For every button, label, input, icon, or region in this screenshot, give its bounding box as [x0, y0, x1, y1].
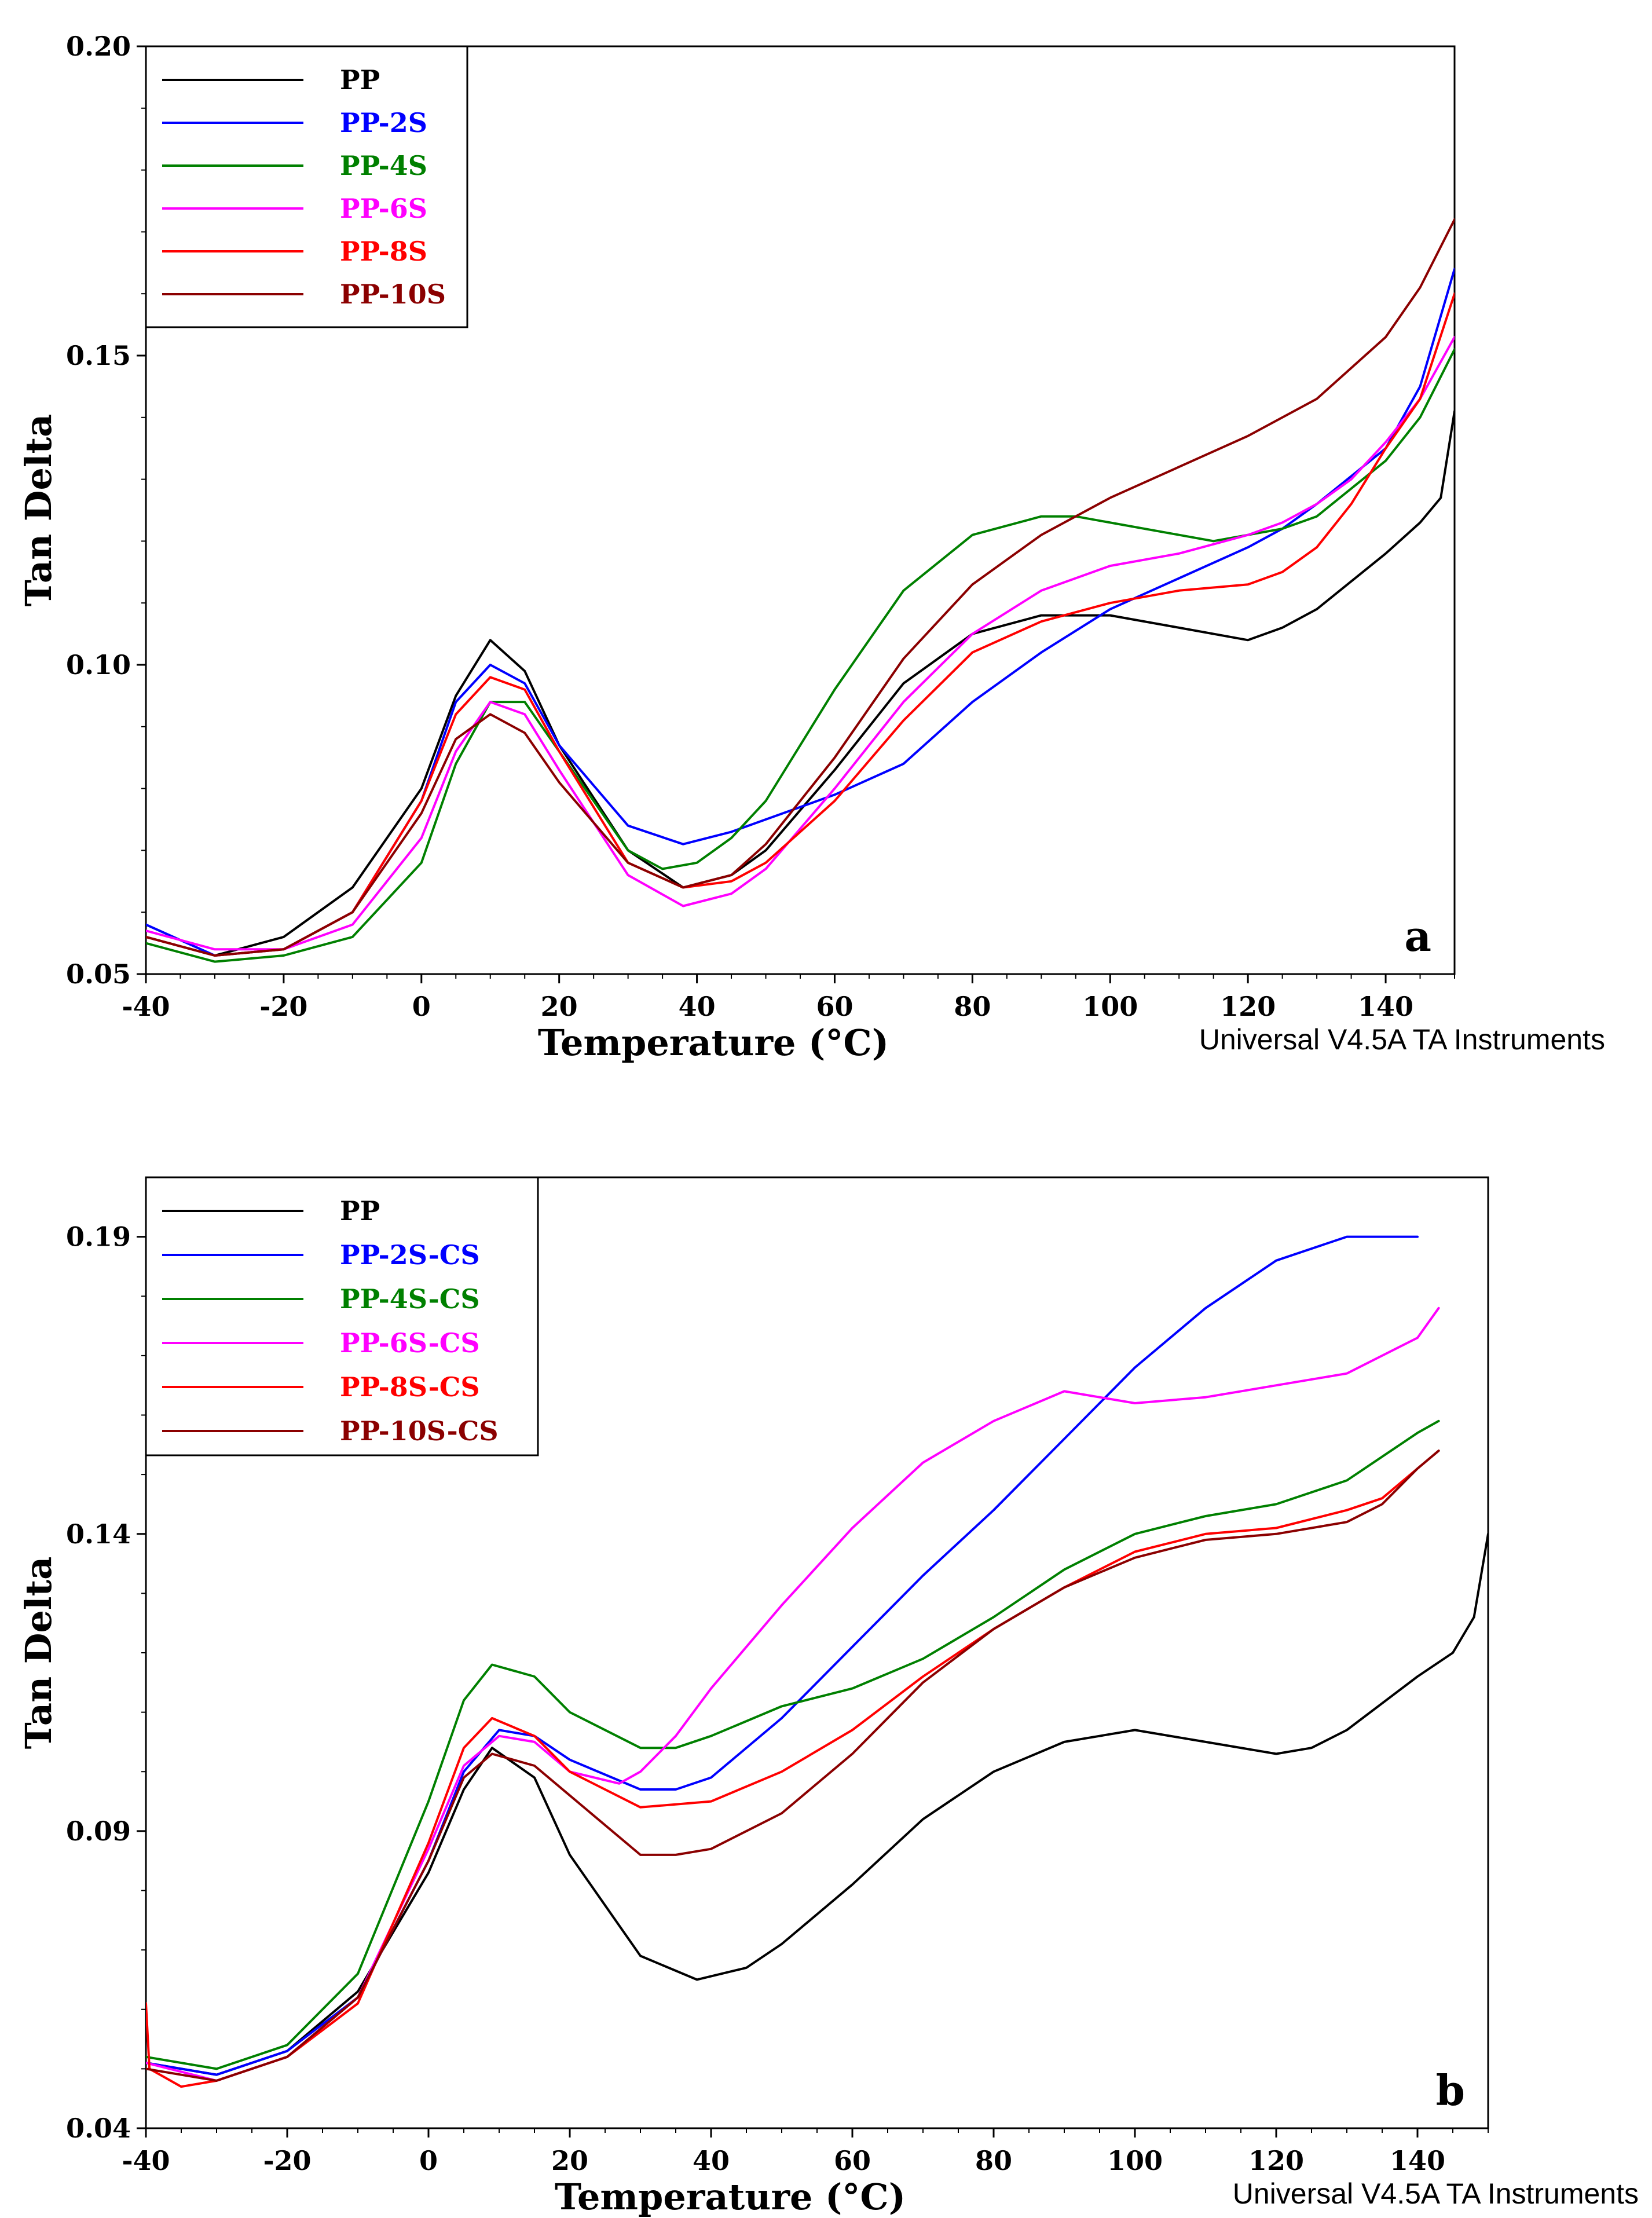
x-tick-label: -20	[263, 2145, 311, 2176]
y-tick-label: 0.14	[66, 1518, 131, 1550]
series-line-pp	[146, 1532, 1488, 2076]
legend-label-pp-8s-cs: PP-8S-CS	[340, 1371, 480, 1403]
legend-box	[145, 1176, 539, 1456]
legend-label-pp-6s-cs: PP-6S-CS	[340, 1327, 480, 1359]
series-line-pp-8s	[146, 292, 1455, 957]
legend-label-pp: PP	[340, 64, 380, 96]
legend-label-pp-4s-cs: PP-4S-CS	[340, 1283, 480, 1315]
legend-label-pp-2s-cs: PP-2S-CS	[340, 1239, 480, 1271]
series-line-pp-4s-cs	[146, 1419, 1440, 2070]
y-tick-label: 0.05	[66, 958, 131, 990]
legend-label-pp-6s: PP-6S	[340, 193, 427, 224]
y-tick-label: 0.04	[66, 2113, 131, 2144]
y-axis-title: Tan Delta	[17, 414, 60, 607]
series-line-pp-10s	[146, 218, 1455, 957]
legend-label-pp-8s: PP-8S	[340, 236, 427, 267]
series-line-pp-6s-cs	[146, 1306, 1440, 2082]
x-axis-title: Temperature (°C)	[555, 2176, 906, 2218]
x-tick-label: 120	[1220, 991, 1276, 1022]
x-tick-label: 40	[693, 2145, 730, 2176]
legend-box	[145, 45, 468, 328]
series-line-pp-10s-cs	[146, 1450, 1440, 2082]
panel-label: a	[1404, 912, 1431, 961]
x-tick-label: 20	[551, 2145, 588, 2176]
y-tick-label: 0.19	[66, 1221, 131, 1253]
x-tick-label: 60	[834, 2145, 871, 2176]
chart-panel-b: 0.04 0.09 0.14 0.19 -40 -20 0 20 40 60 80 100 120 140…	[17, 1176, 1639, 2218]
x-tick-label: 120	[1248, 2145, 1304, 2176]
chart-panel-a: 0.05 0.10 0.15 0.20 -40 -20 0 20 40 60 80 100 120 140…	[17, 31, 1605, 1064]
y-tick-label: 0.15	[66, 340, 131, 371]
x-tick-label: -40	[122, 991, 170, 1022]
x-tick-label: 140	[1358, 991, 1413, 1022]
legend: PP PP-2S PP-4S PP-6S PP-8S PP-10S	[145, 45, 468, 328]
x-tick-label: 100	[1082, 991, 1138, 1022]
x-tick-label: 100	[1107, 2145, 1163, 2176]
y-axis-title: Tan Delta	[17, 1557, 60, 1749]
y-tick-label: 0.10	[66, 649, 131, 680]
x-tick-label: -40	[122, 2145, 170, 2176]
software-note: Universal V4.5A TA Instruments	[1233, 2177, 1639, 2210]
x-tick-label: 80	[954, 991, 991, 1022]
x-tick-label: 0	[419, 2145, 438, 2176]
y-tick-label: 0.09	[66, 1816, 131, 1847]
panel-label: b	[1436, 2066, 1465, 2115]
x-axis-title: Temperature (°C)	[538, 1022, 889, 1064]
y-tick-label: 0.20	[66, 31, 131, 62]
x-tick-label: 140	[1390, 2145, 1445, 2176]
x-tick-label: 0	[412, 991, 431, 1022]
legend-label-pp: PP	[340, 1195, 380, 1227]
legend-label-pp-10s-cs: PP-10S-CS	[340, 1415, 499, 1447]
x-tick-label: 20	[541, 991, 578, 1022]
series-group	[146, 218, 1455, 963]
legend-label-pp-2s: PP-2S	[340, 107, 427, 138]
legend-label-pp-10s: PP-10S	[340, 279, 446, 310]
x-tick-label: 40	[679, 991, 716, 1022]
x-tick-label: -20	[259, 991, 307, 1022]
x-tick-label: 60	[816, 991, 853, 1022]
series-line-pp	[146, 410, 1455, 957]
series-line-pp-2s	[146, 268, 1455, 957]
series-line-pp-6s	[146, 336, 1455, 951]
series-line-pp-4s	[146, 348, 1455, 963]
legend-label-pp-4s: PP-4S	[340, 150, 427, 181]
series-group	[146, 1235, 1488, 2088]
software-note: Universal V4.5A TA Instruments	[1199, 1023, 1605, 1056]
x-tick-label: 80	[975, 2145, 1012, 2176]
legend: PP PP-2S-CS PP-4S-CS PP-6S-CS PP-8S-CS PP-10S…	[145, 1176, 539, 1456]
